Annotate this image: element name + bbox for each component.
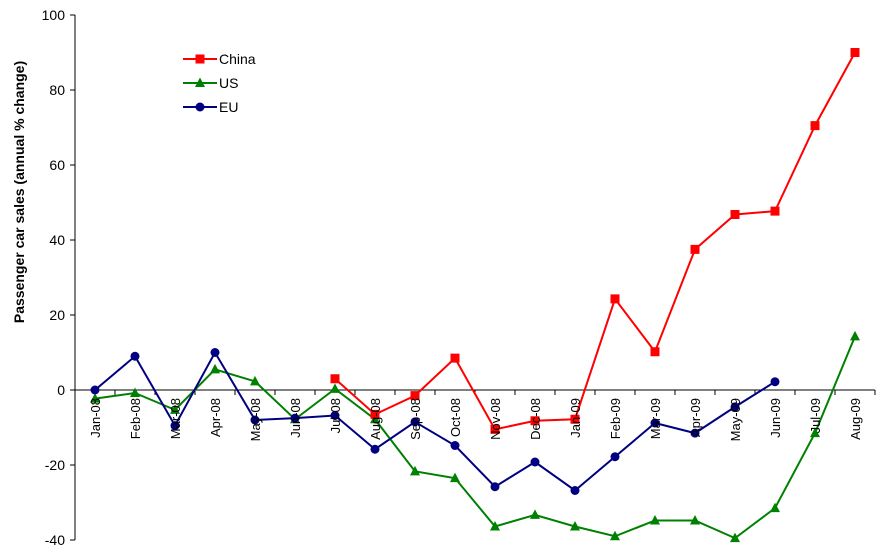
data-point [290, 413, 300, 423]
data-point [530, 416, 540, 426]
data-point [250, 415, 260, 425]
y-tick-label: -20 [45, 457, 65, 473]
data-point [690, 515, 700, 525]
y-tick-label: 80 [49, 82, 65, 98]
data-point [690, 244, 700, 254]
data-point [650, 347, 660, 357]
x-tick-label: Mar-09 [648, 398, 663, 439]
legend-item-china: China [183, 51, 256, 67]
x-tick-labels: Jan-08 Feb-08 Mar-08 Apr-08 May-08 Jun-08 Jul-… [88, 398, 863, 441]
data-point [730, 532, 740, 543]
x-tick-label: Mar-08 [168, 398, 183, 439]
data-point [330, 411, 340, 420]
data-point [570, 486, 580, 495]
data-point [370, 409, 380, 419]
data-point [250, 375, 260, 386]
data-point [370, 444, 380, 454]
x-tick-label: Feb-08 [128, 398, 143, 439]
data-point [490, 424, 500, 434]
data-point [850, 48, 860, 57]
axes: -40 -20 0 20 40 60 80 100 [42, 7, 876, 546]
data-point [450, 353, 460, 363]
data-point [450, 441, 460, 450]
data-point [650, 418, 660, 428]
data-point [90, 393, 100, 403]
data-point [770, 377, 780, 387]
data-point [130, 351, 140, 361]
legend-label: China [219, 51, 256, 67]
x-tick-label: Oct-08 [448, 398, 463, 437]
series-us [90, 330, 860, 543]
y-tick-label: 20 [49, 307, 65, 323]
legend-label: EU [219, 99, 238, 115]
data-point [530, 457, 540, 467]
data-point [570, 521, 580, 531]
x-tick-label: May-08 [248, 398, 263, 441]
y-tick-label: 100 [42, 7, 66, 23]
legend-marker [195, 77, 205, 87]
series-line [94, 335, 856, 540]
data-point [90, 385, 100, 395]
legend-item-us: US [183, 75, 238, 91]
data-point [730, 402, 740, 412]
series-line [334, 52, 856, 431]
data-point [330, 374, 340, 384]
data-point [690, 428, 700, 438]
data-point [490, 521, 500, 531]
x-tick-label: May-09 [728, 398, 743, 441]
x-tick-label: Jan-09 [568, 398, 583, 438]
data-point [210, 363, 220, 374]
legend: China US EU [183, 51, 256, 115]
data-point [810, 427, 820, 438]
data-point [210, 348, 220, 357]
x-tick-label: Apr-09 [688, 398, 703, 437]
data-point [410, 391, 420, 401]
x-tick-label: Dec-08 [528, 398, 543, 440]
x-tick-label: Jun-09 [768, 398, 783, 438]
x-tick-label: Jul-09 [808, 398, 823, 433]
x-tick-label: Aug-09 [848, 398, 863, 440]
data-point [450, 472, 460, 483]
y-tick-label: 60 [49, 157, 65, 173]
y-tick-label: -40 [45, 532, 65, 546]
data-point [170, 404, 180, 414]
x-tick-label: Aug-08 [368, 398, 383, 440]
series-line [94, 350, 776, 492]
data-point [650, 515, 660, 525]
data-point [610, 530, 620, 541]
data-point [770, 502, 780, 513]
data-point [730, 210, 740, 219]
y-tick-label: 0 [57, 382, 65, 398]
x-tick-label: Jul-08 [328, 398, 343, 433]
series-eu [90, 348, 780, 495]
x-tick-label: Feb-09 [608, 398, 623, 439]
data-point [530, 509, 540, 519]
legend-item-eu: EU [183, 99, 238, 115]
data-point [410, 417, 420, 427]
data-point [810, 121, 820, 131]
x-tick-label: Nov-08 [488, 398, 503, 440]
data-point [850, 330, 860, 341]
legend-marker [195, 54, 205, 64]
data-point [610, 452, 620, 462]
data-point [130, 387, 140, 397]
data-point [170, 421, 180, 431]
y-axis-label: Passenger car sales (annual % change) [11, 61, 27, 323]
x-tick-label: Jan-08 [88, 398, 103, 438]
series-china [330, 48, 860, 434]
legend-marker [195, 102, 205, 112]
data-point [410, 465, 420, 476]
data-point [330, 383, 340, 393]
data-point [610, 294, 620, 304]
legend-label: US [219, 75, 238, 91]
data-point [490, 482, 500, 492]
x-tick-label: Sep-08 [408, 398, 423, 440]
data-point [770, 206, 780, 216]
series-layer [90, 48, 860, 543]
data-point [570, 414, 580, 424]
x-tick-label: Jun-08 [288, 398, 303, 438]
x-tick-label: Apr-08 [208, 398, 223, 437]
y-tick-label: 40 [49, 232, 65, 248]
